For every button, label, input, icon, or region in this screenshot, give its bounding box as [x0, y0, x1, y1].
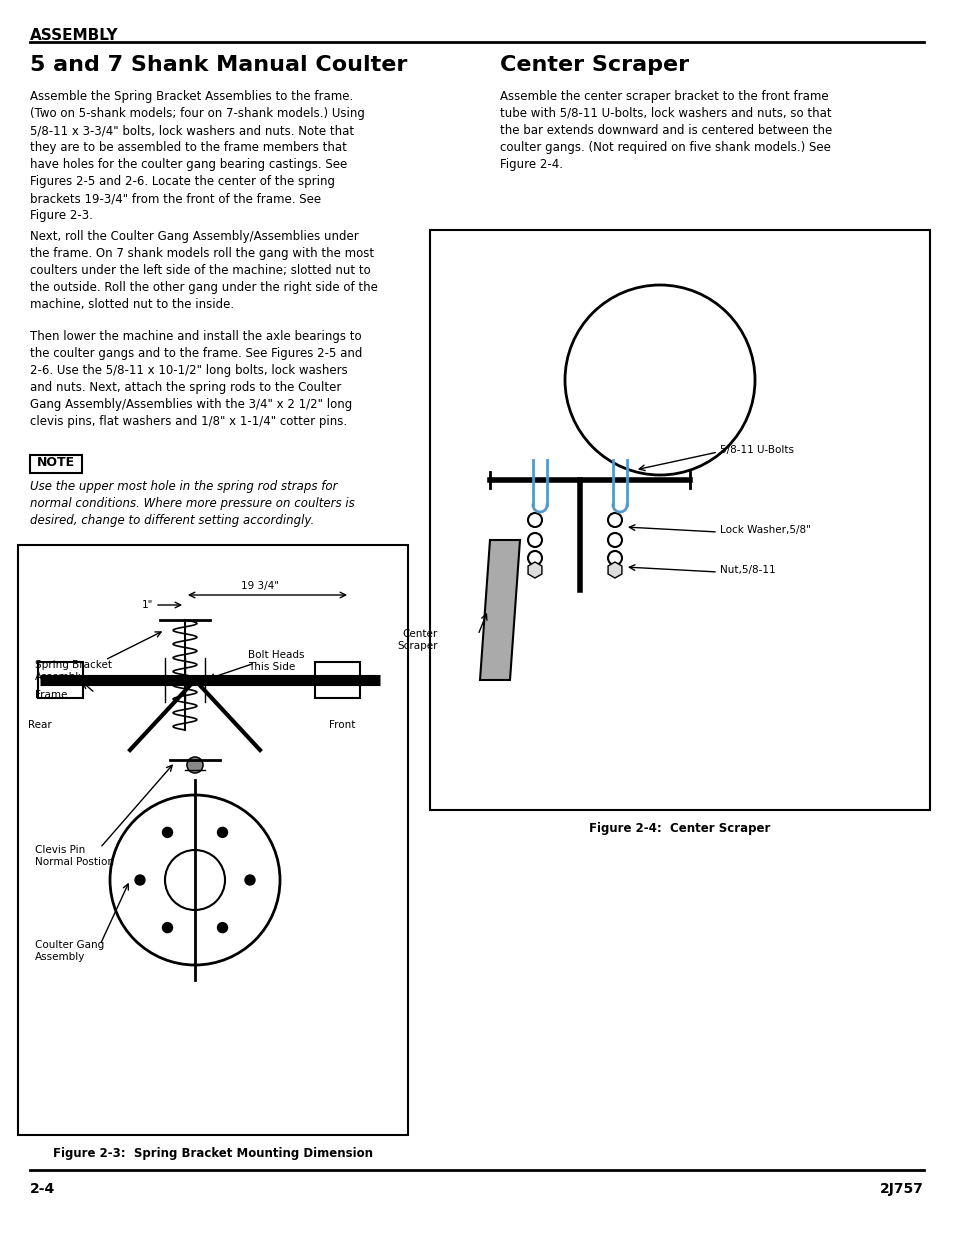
Text: Frame: Frame: [35, 690, 68, 700]
Text: Figure 2-3:  Spring Bracket Mounting Dimension: Figure 2-3: Spring Bracket Mounting Dime…: [53, 1147, 373, 1160]
Bar: [314, 662, 359, 698]
Circle shape: [217, 923, 227, 932]
Text: Nut,5/8-11: Nut,5/8-11: [720, 564, 775, 576]
Bar: [38, 662, 83, 698]
Text: 19 3/4": 19 3/4": [241, 580, 278, 592]
Circle shape: [162, 923, 172, 932]
Text: 2-4: 2-4: [30, 1182, 55, 1195]
Text: 2J757: 2J757: [880, 1182, 923, 1195]
Bar: [18, 545, 408, 1135]
Text: Then lower the machine and install the axle bearings to
the coulter gangs and to: Then lower the machine and install the a…: [30, 330, 362, 429]
Text: 1": 1": [141, 600, 152, 610]
Text: Use the upper most hole in the spring rod straps for
normal conditions. Where mo: Use the upper most hole in the spring ro…: [30, 480, 355, 527]
Text: Bolt Heads
This Side: Bolt Heads This Side: [248, 650, 304, 672]
Text: Clevis Pin
Normal Postion: Clevis Pin Normal Postion: [35, 845, 113, 867]
Circle shape: [217, 827, 227, 837]
Text: NOTE: NOTE: [37, 456, 75, 469]
Polygon shape: [528, 562, 541, 578]
Circle shape: [162, 827, 172, 837]
Text: Assemble the center scraper bracket to the front frame
tube with 5/8-11 U-bolts,: Assemble the center scraper bracket to t…: [499, 90, 831, 170]
Text: Center
Scraper: Center Scraper: [397, 629, 437, 651]
Bar: [30, 454, 82, 473]
Polygon shape: [479, 540, 519, 680]
Text: Next, roll the Coulter Gang Assembly/Assemblies under
the frame. On 7 shank mode: Next, roll the Coulter Gang Assembly/Ass…: [30, 230, 377, 311]
Text: Lock Washer,5/8": Lock Washer,5/8": [720, 525, 810, 535]
Text: Figure 2-4:  Center Scraper: Figure 2-4: Center Scraper: [589, 823, 770, 835]
Text: ASSEMBLY: ASSEMBLY: [30, 28, 118, 43]
Text: Rear: Rear: [28, 720, 51, 730]
Text: 5 and 7 Shank Manual Coulter: 5 and 7 Shank Manual Coulter: [30, 56, 407, 75]
Text: Front: Front: [328, 720, 355, 730]
Circle shape: [187, 757, 203, 773]
Polygon shape: [607, 562, 621, 578]
Text: Coulter Gang
Assembly: Coulter Gang Assembly: [35, 940, 104, 962]
Circle shape: [135, 876, 145, 885]
Text: Spring Bracket
Assembly: Spring Bracket Assembly: [35, 659, 112, 682]
Text: Assemble the Spring Bracket Assemblies to the frame.
(Two on 5-shank models; fou: Assemble the Spring Bracket Assemblies t…: [30, 90, 364, 222]
Bar: [430, 230, 929, 810]
Circle shape: [245, 876, 254, 885]
Text: 5/8-11 U-Bolts: 5/8-11 U-Bolts: [720, 445, 793, 454]
Text: Center Scraper: Center Scraper: [499, 56, 688, 75]
